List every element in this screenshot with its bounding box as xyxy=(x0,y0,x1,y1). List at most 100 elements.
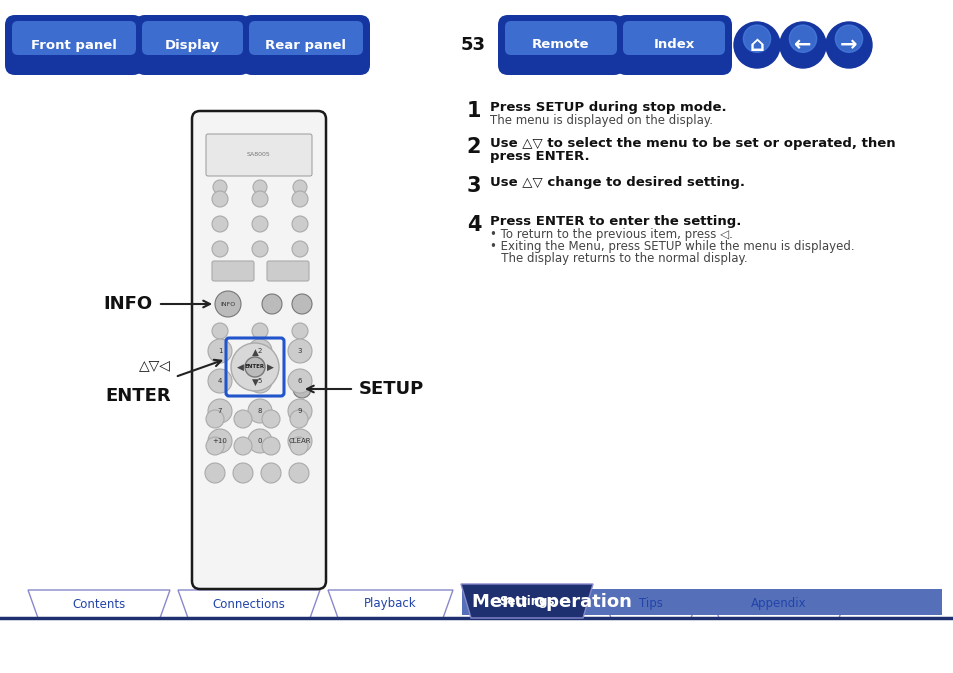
FancyBboxPatch shape xyxy=(497,15,623,75)
Polygon shape xyxy=(600,590,700,618)
FancyBboxPatch shape xyxy=(249,21,363,55)
Circle shape xyxy=(292,294,312,314)
Text: Use △▽ change to desired setting.: Use △▽ change to desired setting. xyxy=(490,176,744,189)
Text: ⌂: ⌂ xyxy=(749,35,763,55)
FancyBboxPatch shape xyxy=(507,25,614,65)
Circle shape xyxy=(262,437,280,455)
Text: • To return to the previous item, press ◁.: • To return to the previous item, press … xyxy=(490,228,732,241)
Polygon shape xyxy=(28,590,170,618)
Circle shape xyxy=(214,291,241,317)
Polygon shape xyxy=(328,590,453,618)
Circle shape xyxy=(252,323,268,339)
Text: 53: 53 xyxy=(460,36,485,54)
Text: Display: Display xyxy=(165,38,220,52)
FancyBboxPatch shape xyxy=(616,15,731,75)
FancyBboxPatch shape xyxy=(15,25,132,65)
Text: Playback: Playback xyxy=(364,598,416,610)
FancyBboxPatch shape xyxy=(242,15,370,75)
Text: ▼: ▼ xyxy=(252,378,258,386)
Circle shape xyxy=(206,410,224,428)
Text: Appendix: Appendix xyxy=(750,598,806,610)
Circle shape xyxy=(248,399,272,423)
Circle shape xyxy=(248,339,272,363)
Text: 3: 3 xyxy=(297,348,302,354)
Circle shape xyxy=(733,22,780,68)
Circle shape xyxy=(742,25,770,52)
Text: △▽◁: △▽◁ xyxy=(139,358,171,372)
Circle shape xyxy=(292,323,308,339)
FancyBboxPatch shape xyxy=(206,134,312,176)
Text: 2: 2 xyxy=(466,137,480,157)
Text: Press ENTER to enter the setting.: Press ENTER to enter the setting. xyxy=(490,215,740,228)
Text: ▲: ▲ xyxy=(252,347,258,357)
Text: 7: 7 xyxy=(217,408,222,414)
Text: ENTER: ENTER xyxy=(105,387,171,405)
FancyBboxPatch shape xyxy=(142,21,243,55)
FancyBboxPatch shape xyxy=(504,21,617,55)
Text: Menu operation: Menu operation xyxy=(472,593,631,611)
Circle shape xyxy=(233,410,252,428)
Circle shape xyxy=(290,410,308,428)
Text: Rear panel: Rear panel xyxy=(265,38,346,52)
Text: press ENTER.: press ENTER. xyxy=(490,150,589,163)
Circle shape xyxy=(248,429,272,453)
Text: Index: Index xyxy=(653,38,694,52)
Text: CLEAR: CLEAR xyxy=(289,438,311,444)
Circle shape xyxy=(292,216,308,232)
Circle shape xyxy=(248,369,272,393)
Circle shape xyxy=(208,369,232,393)
FancyBboxPatch shape xyxy=(192,111,326,589)
Text: Connections: Connections xyxy=(213,598,285,610)
Text: 0: 0 xyxy=(257,438,262,444)
Circle shape xyxy=(212,191,228,207)
Circle shape xyxy=(288,339,312,363)
Text: Press SETUP during stop mode.: Press SETUP during stop mode. xyxy=(490,101,726,114)
Circle shape xyxy=(293,380,311,398)
Circle shape xyxy=(289,463,309,483)
Circle shape xyxy=(262,410,280,428)
Circle shape xyxy=(262,294,282,314)
Circle shape xyxy=(292,191,308,207)
Circle shape xyxy=(245,357,265,377)
Circle shape xyxy=(788,25,816,52)
Text: 6: 6 xyxy=(297,378,302,384)
Text: Remote: Remote xyxy=(532,38,589,52)
FancyBboxPatch shape xyxy=(461,589,941,615)
Text: SETUP: SETUP xyxy=(358,380,424,398)
Circle shape xyxy=(253,180,267,194)
Circle shape xyxy=(252,191,268,207)
Text: 9: 9 xyxy=(297,408,302,414)
Circle shape xyxy=(293,180,307,194)
Text: Settings: Settings xyxy=(498,594,554,608)
Text: 1: 1 xyxy=(217,348,222,354)
Text: SA8005: SA8005 xyxy=(247,153,271,157)
Polygon shape xyxy=(708,590,848,618)
Circle shape xyxy=(212,216,228,232)
Text: ▶: ▶ xyxy=(266,363,274,371)
FancyBboxPatch shape xyxy=(252,25,359,65)
Circle shape xyxy=(212,323,228,339)
Circle shape xyxy=(213,180,227,194)
Circle shape xyxy=(208,429,232,453)
Text: The display returns to the normal display.: The display returns to the normal displa… xyxy=(490,252,747,265)
Polygon shape xyxy=(460,584,593,618)
Text: INFO: INFO xyxy=(220,302,235,306)
Text: 2: 2 xyxy=(257,348,262,354)
FancyBboxPatch shape xyxy=(622,21,724,55)
Text: 4: 4 xyxy=(217,378,222,384)
Circle shape xyxy=(212,241,228,257)
Text: 3: 3 xyxy=(466,176,480,196)
FancyBboxPatch shape xyxy=(135,15,250,75)
Text: The menu is displayed on the display.: The menu is displayed on the display. xyxy=(490,114,712,127)
FancyBboxPatch shape xyxy=(12,21,136,55)
Circle shape xyxy=(288,399,312,423)
Circle shape xyxy=(205,463,225,483)
Circle shape xyxy=(208,339,232,363)
Circle shape xyxy=(288,369,312,393)
Text: ←: ← xyxy=(794,35,811,55)
FancyBboxPatch shape xyxy=(145,25,240,65)
Circle shape xyxy=(252,216,268,232)
Circle shape xyxy=(252,241,268,257)
Circle shape xyxy=(780,22,825,68)
Text: • Exiting the Menu, press SETUP while the menu is displayed.: • Exiting the Menu, press SETUP while th… xyxy=(490,240,854,253)
